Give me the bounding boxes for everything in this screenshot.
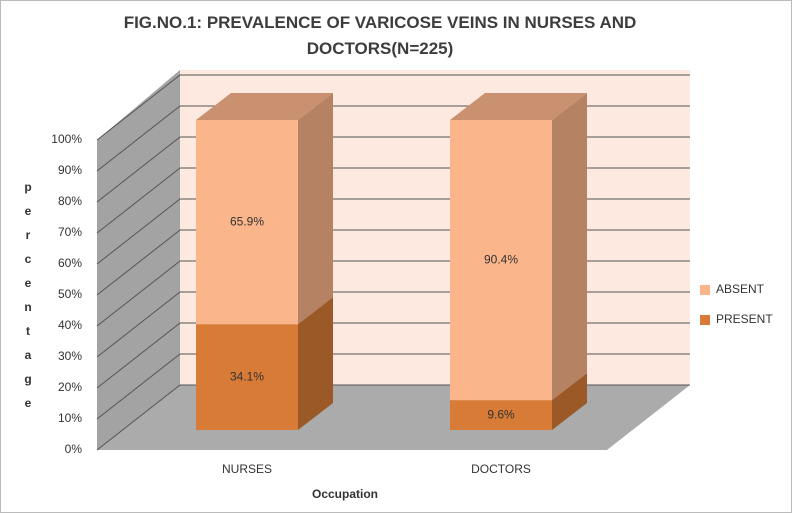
- bar-top: [450, 93, 587, 120]
- y-axis-label-letter: r: [26, 228, 31, 242]
- bar-front: [450, 400, 552, 430]
- y-tick-label: 0%: [65, 442, 83, 456]
- y-axis-label-letter: a: [25, 348, 32, 362]
- legend-label: PRESENT: [716, 312, 773, 326]
- y-axis-label-letter: c: [25, 252, 32, 266]
- x-tick-label: NURSES: [222, 462, 272, 476]
- bar-side: [552, 373, 587, 430]
- data-label: 65.9%: [230, 214, 264, 228]
- y-tick-label: 60%: [58, 256, 82, 270]
- y-axis-label-letter: n: [24, 300, 31, 314]
- y-axis-label-letter: p: [24, 180, 31, 194]
- y-axis-label-letter: g: [24, 372, 31, 386]
- y-tick-label: 50%: [58, 287, 82, 301]
- data-label: 90.4%: [484, 252, 518, 266]
- bar: [196, 93, 333, 325]
- chart-title: FIG.NO.1: PREVALENCE OF VARICOSE VEINS I…: [123, 13, 637, 58]
- data-label: 9.6%: [487, 407, 515, 421]
- data-label: 34.1%: [230, 369, 264, 383]
- bar: [450, 93, 587, 401]
- y-tick-label: 10%: [58, 411, 82, 425]
- y-axis-label-letter: e: [25, 276, 32, 290]
- y-axis-label-letter: t: [26, 324, 30, 338]
- bar-side: [298, 93, 333, 325]
- y-tick-label: 80%: [58, 194, 82, 208]
- bar-front: [196, 120, 298, 325]
- x-axis-label: Occupation: [312, 487, 378, 501]
- bar-top: [196, 93, 333, 120]
- bar-front: [196, 324, 298, 430]
- y-tick-label: 70%: [58, 225, 82, 239]
- bar-side: [298, 297, 333, 430]
- y-tick-label: 30%: [58, 349, 82, 363]
- bar-front: [450, 120, 552, 401]
- floor: [97, 385, 690, 450]
- y-axis-label-letter: e: [25, 396, 32, 410]
- y-tick-label: 20%: [58, 380, 82, 394]
- legend-label: ABSENT: [716, 282, 765, 296]
- x-tick-label: DOCTORS: [471, 462, 531, 476]
- y-tick-label: 90%: [58, 163, 82, 177]
- y-tick-label: 100%: [51, 132, 82, 146]
- bar-side: [552, 93, 587, 401]
- y-tick-label: 40%: [58, 318, 82, 332]
- legend-swatch: [700, 315, 710, 325]
- grid-line: [96, 74, 690, 141]
- y-axis-label-letter: e: [25, 204, 32, 218]
- legend-swatch: [700, 285, 710, 295]
- side-wall: [97, 70, 180, 450]
